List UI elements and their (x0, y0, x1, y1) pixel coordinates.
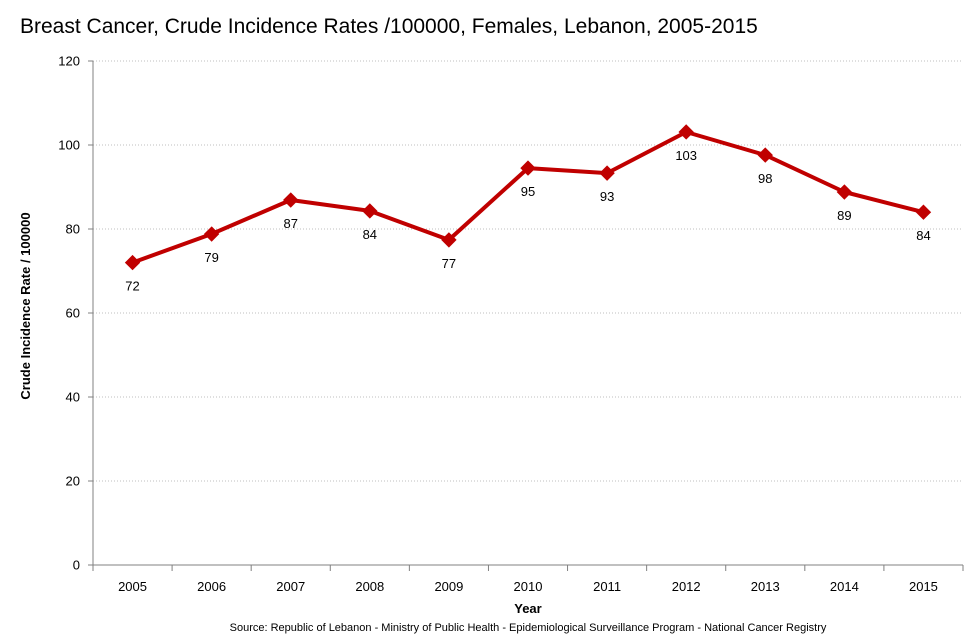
data-label: 79 (204, 250, 218, 265)
data-point-marker (757, 147, 773, 163)
y-tick-label: 40 (66, 390, 80, 405)
data-point-marker (836, 184, 853, 200)
y-axis-title: Crude Incidence Rate / 100000 (18, 212, 33, 399)
axes: 0 20 40 60 80 100 120 2005 2006 2007 2008 2009 2010 2… (58, 54, 964, 594)
source-note: Source: Republic of Lebanon - Ministry o… (230, 622, 827, 634)
data-point-marker (915, 204, 932, 220)
series-line (124, 124, 932, 271)
x-tick-label: 2015 (909, 579, 938, 594)
y-tick-label: 60 (66, 306, 80, 321)
data-label: 84 (916, 228, 930, 243)
data-label: 93 (600, 189, 614, 204)
data-point-marker (520, 160, 536, 176)
data-point-marker (441, 232, 457, 248)
data-point-marker (678, 124, 694, 140)
data-point-marker (362, 203, 378, 219)
x-axis-title: Year (514, 601, 541, 616)
data-point-marker (203, 226, 220, 242)
x-tick-label: 2009 (434, 579, 463, 594)
data-label: 77 (442, 256, 456, 271)
data-label: 89 (837, 208, 851, 223)
x-tick-label: 2013 (751, 579, 780, 594)
x-tick-label: 2012 (672, 579, 701, 594)
data-label: 87 (283, 216, 297, 231)
y-tick-label: 20 (66, 474, 80, 489)
data-label: 103 (675, 148, 697, 163)
data-label: 98 (758, 171, 772, 186)
y-tick-label: 0 (73, 558, 80, 573)
x-tick-label: 2008 (355, 579, 384, 594)
x-tick-label: 2014 (830, 579, 859, 594)
y-tick-label: 80 (66, 222, 80, 237)
gridlines (93, 60, 963, 482)
chart-title: Breast Cancer, Crude Incidence Rates /10… (20, 15, 758, 38)
data-label: 72 (125, 279, 139, 294)
data-point-marker (124, 254, 141, 271)
data-label: 84 (363, 227, 377, 242)
x-tick-label: 2010 (514, 579, 543, 594)
data-labels: 72 79 87 84 77 95 93 103 98 89 84 (125, 148, 930, 294)
data-label: 95 (521, 184, 535, 199)
y-tick-label: 100 (58, 138, 80, 153)
x-tick-label: 2006 (197, 579, 226, 594)
x-tick-label: 2011 (593, 579, 621, 594)
x-tick-label: 2007 (276, 579, 305, 594)
y-tick-label: 120 (58, 54, 80, 69)
x-tick-label: 2005 (118, 579, 147, 594)
data-point-marker (599, 165, 615, 181)
data-point-marker (283, 192, 299, 208)
